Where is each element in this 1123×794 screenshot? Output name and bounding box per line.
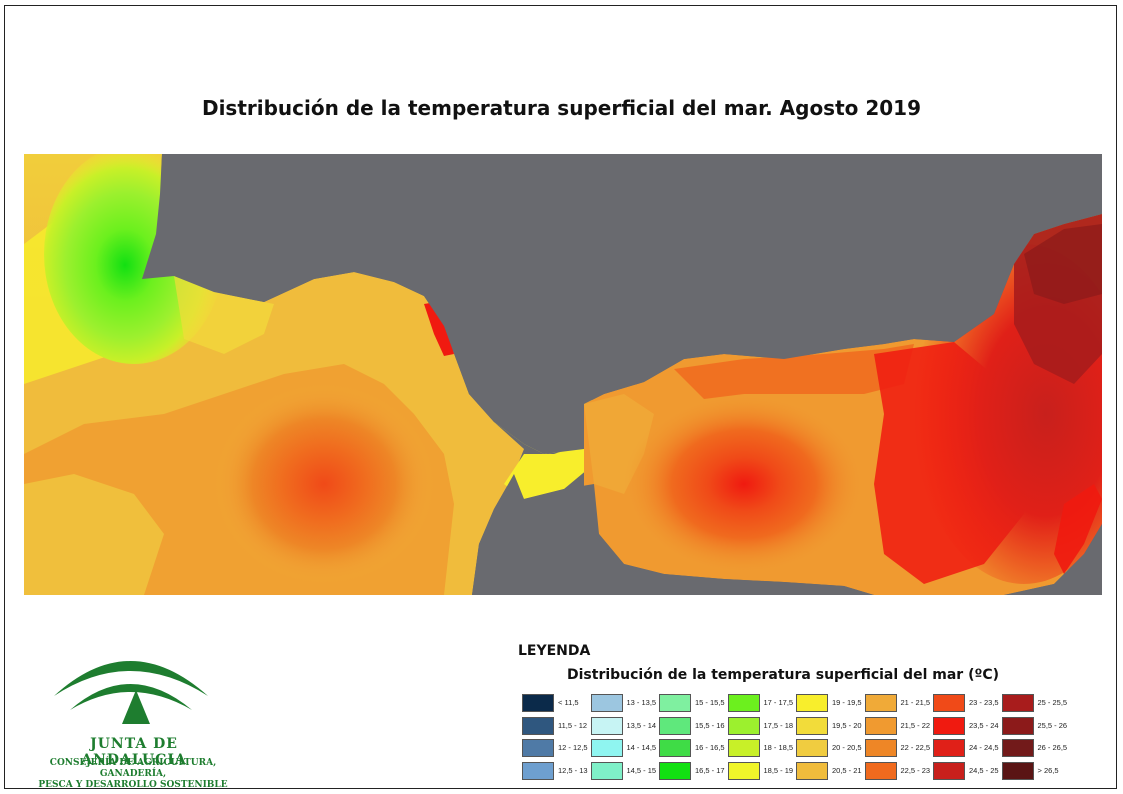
legend-label: 26 - 26,5 (1037, 743, 1068, 752)
legend-swatch (727, 694, 760, 712)
legend-label: 14,5 - 15 (626, 765, 657, 775)
sea-temperature-map (24, 154, 1102, 595)
legend-swatch (590, 694, 623, 712)
legend-label: 18 - 18,5 (763, 743, 794, 752)
legend-label: 22,5 - 23 (900, 765, 931, 775)
logo-subtitle: CONSEJERÍA DE AGRICULTURA, GANADERÍA, PE… (26, 758, 240, 791)
legend-label: 17,5 - 18 (763, 720, 794, 730)
legend-swatch (1001, 739, 1034, 757)
legend-label: 12 - 12,5 (558, 743, 588, 752)
legend-label: 20 - 20,5 (832, 743, 862, 752)
legend-label: 24,5 - 25 (969, 765, 999, 775)
logo-subtitle-line2: PESCA Y DESARROLLO SOSTENIBLE (38, 780, 228, 790)
legend-unit: (ºC) (968, 667, 1000, 683)
legend-swatch (522, 716, 554, 735)
legend-swatch (1001, 761, 1034, 780)
legend-swatch (590, 761, 623, 780)
legend-swatch (796, 739, 828, 757)
legend-swatch (590, 716, 623, 735)
legend-swatch (727, 739, 760, 757)
legend-label: 12,5 - 13 (558, 765, 588, 775)
legend-swatch (727, 761, 760, 780)
legend-label: 13,5 - 14 (626, 720, 657, 730)
legend-swatch (864, 739, 897, 757)
legend-swatch (522, 739, 554, 757)
legend-swatch (933, 694, 965, 712)
logo-column (122, 690, 150, 724)
legend-swatch (864, 761, 897, 780)
legend-label: 24 - 24,5 (969, 743, 999, 752)
legend-label: 17 - 17,5 (763, 698, 794, 707)
legend-swatch (796, 761, 828, 780)
legend-swatch (864, 694, 897, 712)
legend-swatch (864, 716, 897, 735)
legend-heading: LEYENDA (518, 643, 591, 659)
legend-label: 23,5 - 24 (969, 720, 999, 730)
legend-swatch (796, 716, 828, 735)
legend-swatch (659, 761, 691, 780)
legend-swatch (933, 761, 965, 780)
map-frame (4, 5, 1117, 789)
legend-label: 19 - 19,5 (832, 698, 862, 707)
legend-label: 16 - 16,5 (695, 743, 725, 752)
legend-swatch (727, 716, 760, 735)
legend-label: 13 - 13,5 (626, 698, 657, 707)
legend-swatch (796, 694, 828, 712)
legend-label: 18,5 - 19 (763, 765, 794, 775)
legend-label: < 11,5 (558, 698, 579, 707)
legend-subtitle: Distribución de la temperatura superfici… (567, 667, 999, 683)
legend-grid: < 11,5 11,5 - 12 12 - 12,5 12,5 - 13 13 - 13… (522, 694, 1082, 784)
legend-label: 15 - 15,5 (695, 698, 725, 707)
legend-swatch (1001, 694, 1034, 712)
legend-label: 16,5 - 17 (695, 765, 725, 775)
legend-swatch (522, 694, 554, 712)
legend-swatch (590, 739, 623, 757)
logo-arc-inner (70, 684, 192, 710)
legend-swatch (522, 761, 554, 780)
legend-label: 22 - 22,5 (900, 743, 931, 752)
legend-subtitle-text: Distribución de la temperatura superfici… (567, 667, 964, 683)
legend-label: 23 - 23,5 (969, 698, 999, 707)
legend-label: 21,5 - 22 (900, 720, 931, 730)
legend-label: 19,5 - 20 (832, 720, 862, 730)
legend-label: 20,5 - 21 (832, 765, 862, 775)
junta-andalucia-logo (54, 661, 208, 724)
logo-arc-outer (54, 661, 208, 696)
legend-swatch (659, 716, 691, 735)
map-title: Distribución de la temperatura superfici… (201, 96, 922, 120)
legend-label: 15,5 - 16 (695, 720, 725, 730)
legend-label: 14 - 14,5 (626, 743, 657, 752)
legend-label: > 26,5 (1037, 765, 1059, 775)
legend-swatch (933, 739, 965, 757)
legend-swatch (933, 716, 965, 735)
logo-name: JUNTA DE ANDALUCIA (81, 736, 187, 768)
legend-label: 25 - 25,5 (1037, 698, 1068, 707)
legend-swatch (659, 739, 691, 757)
legend-label: 21 - 21,5 (900, 698, 931, 707)
legend-label: 11,5 - 12 (558, 720, 588, 730)
legend-label: 25,5 - 26 (1037, 720, 1068, 730)
legend-swatch (1001, 716, 1034, 735)
legend-swatch (659, 694, 691, 712)
logo-subtitle-line1: CONSEJERÍA DE AGRICULTURA, GANADERÍA, (49, 758, 217, 779)
